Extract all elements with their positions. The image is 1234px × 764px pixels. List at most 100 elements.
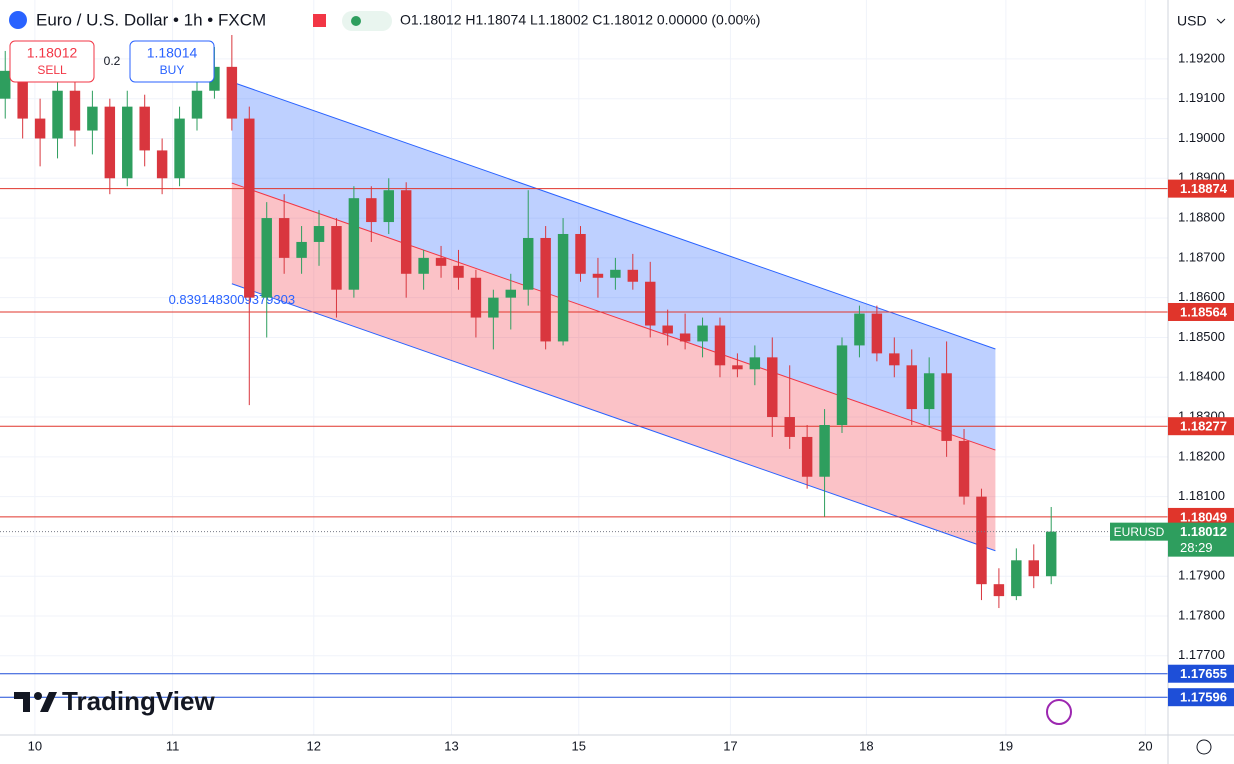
candle-body	[784, 417, 795, 437]
candle-body	[575, 233, 586, 274]
y-tick-label: 1.17900	[1178, 568, 1225, 583]
countdown: 28:29	[1180, 540, 1213, 555]
plot-area: 0.8391483009379303	[0, 0, 1168, 735]
channel-lower	[231, 283, 996, 552]
candle-body	[104, 106, 116, 179]
candle-body	[871, 313, 883, 354]
candle-body	[958, 440, 970, 497]
y-tick-label: 1.18600	[1178, 289, 1225, 304]
y-tick-label: 1.18500	[1178, 329, 1225, 344]
x-tick-label: 20	[1138, 738, 1152, 753]
x-tick-label: 18	[859, 738, 873, 753]
symbol-icon	[9, 11, 27, 29]
candle-body	[749, 357, 761, 370]
y-tick-label: 1.18700	[1178, 249, 1225, 264]
candle-body	[801, 436, 813, 477]
y-tick-label: 1.18400	[1178, 369, 1225, 384]
symbol-title: Euro / U.S. Dollar • 1h • FXCM	[36, 10, 266, 29]
candle-body	[714, 325, 726, 366]
candle-body	[488, 297, 499, 318]
level-label: 1.18874	[1180, 181, 1228, 196]
channel-label: 0.8391483009379303	[169, 292, 296, 307]
candle-body	[854, 313, 865, 346]
channel-middle	[231, 182, 996, 451]
candle-body	[522, 237, 534, 290]
buy-button[interactable]	[129, 40, 215, 83]
candle-body	[296, 241, 307, 258]
y-tick-label: 1.18100	[1178, 488, 1225, 503]
settings-icon[interactable]	[1196, 739, 1212, 755]
level-label-box	[1168, 664, 1234, 683]
alert-icon[interactable]	[1046, 699, 1072, 725]
candle-body	[366, 198, 377, 223]
level-label-box	[1168, 179, 1234, 198]
logo-dot	[34, 692, 42, 700]
candle-body	[331, 226, 342, 290]
indicator-toggle[interactable]	[342, 11, 392, 31]
level-label-box	[1168, 688, 1234, 707]
candle-body	[645, 281, 656, 326]
candle-body	[1045, 531, 1057, 577]
level-label: 1.17655	[1180, 666, 1227, 681]
candle-body	[209, 66, 220, 91]
candle-body	[383, 190, 394, 223]
level-label-box	[1168, 417, 1234, 436]
candle-body	[470, 277, 482, 318]
logo-mark	[14, 692, 57, 712]
level-label: 1.17596	[1180, 690, 1227, 705]
sell-price: 1.18012	[27, 45, 78, 61]
y-tick-label: 1.18200	[1178, 448, 1225, 463]
candle-body	[191, 90, 203, 119]
level-label: 1.18564	[1180, 304, 1228, 319]
x-tick-label: 17	[723, 738, 737, 753]
candle-body	[627, 269, 639, 282]
candle-body	[505, 289, 517, 298]
candle-body	[819, 425, 830, 477]
x-tick-label: 12	[307, 738, 321, 753]
y-tick-label: 1.19100	[1178, 90, 1225, 105]
candle-body	[87, 106, 98, 131]
y-tick-label: 1.17800	[1178, 607, 1225, 622]
channel-upper-fill	[231, 81, 996, 451]
header: Euro / U.S. Dollar • 1h • FXCM O1.18012 …	[9, 10, 760, 83]
candle-body	[139, 106, 150, 151]
y-tick-label: 1.19000	[1178, 130, 1225, 145]
logo: TradingView	[14, 686, 215, 716]
candle-body	[540, 237, 551, 342]
candle-body	[679, 333, 691, 342]
x-tick-label: 19	[999, 738, 1013, 753]
chevron	[1216, 18, 1226, 24]
price-box	[1168, 522, 1234, 557]
flag-icon	[313, 14, 326, 27]
level-label-box	[1168, 302, 1234, 321]
candle-body	[278, 218, 290, 258]
symbol-box	[1110, 522, 1168, 541]
candle-body	[156, 150, 168, 179]
currency-dropdown[interactable]: USD	[1177, 13, 1226, 29]
candle-body	[1028, 560, 1039, 577]
candle-body	[435, 257, 447, 266]
sell-button[interactable]	[9, 40, 95, 83]
level-label: 1.18049	[1180, 509, 1227, 524]
ohlc-values: O1.18012 H1.18074 L1.18002 C1.18012 0.00…	[400, 12, 760, 28]
candle-body	[69, 90, 81, 131]
candle-body	[662, 325, 673, 334]
candle-body	[836, 345, 848, 426]
y-tick-label: 1.19200	[1178, 50, 1225, 65]
channel-upper	[231, 81, 996, 350]
candle-body	[941, 373, 952, 441]
y-tick-label: 1.17700	[1178, 647, 1225, 662]
candle-body	[1011, 560, 1022, 597]
x-tick-label: 11	[166, 738, 180, 753]
candle-body	[610, 269, 621, 278]
candle-body	[348, 198, 360, 290]
candle-body	[244, 118, 255, 298]
price-label: 1.18012	[1180, 524, 1227, 539]
candle-body	[261, 218, 272, 298]
candle-body	[0, 70, 11, 99]
candle-body	[592, 273, 604, 278]
symbol-label: EURUSD	[1114, 525, 1165, 539]
y-tick-label: 1.18800	[1178, 210, 1225, 225]
